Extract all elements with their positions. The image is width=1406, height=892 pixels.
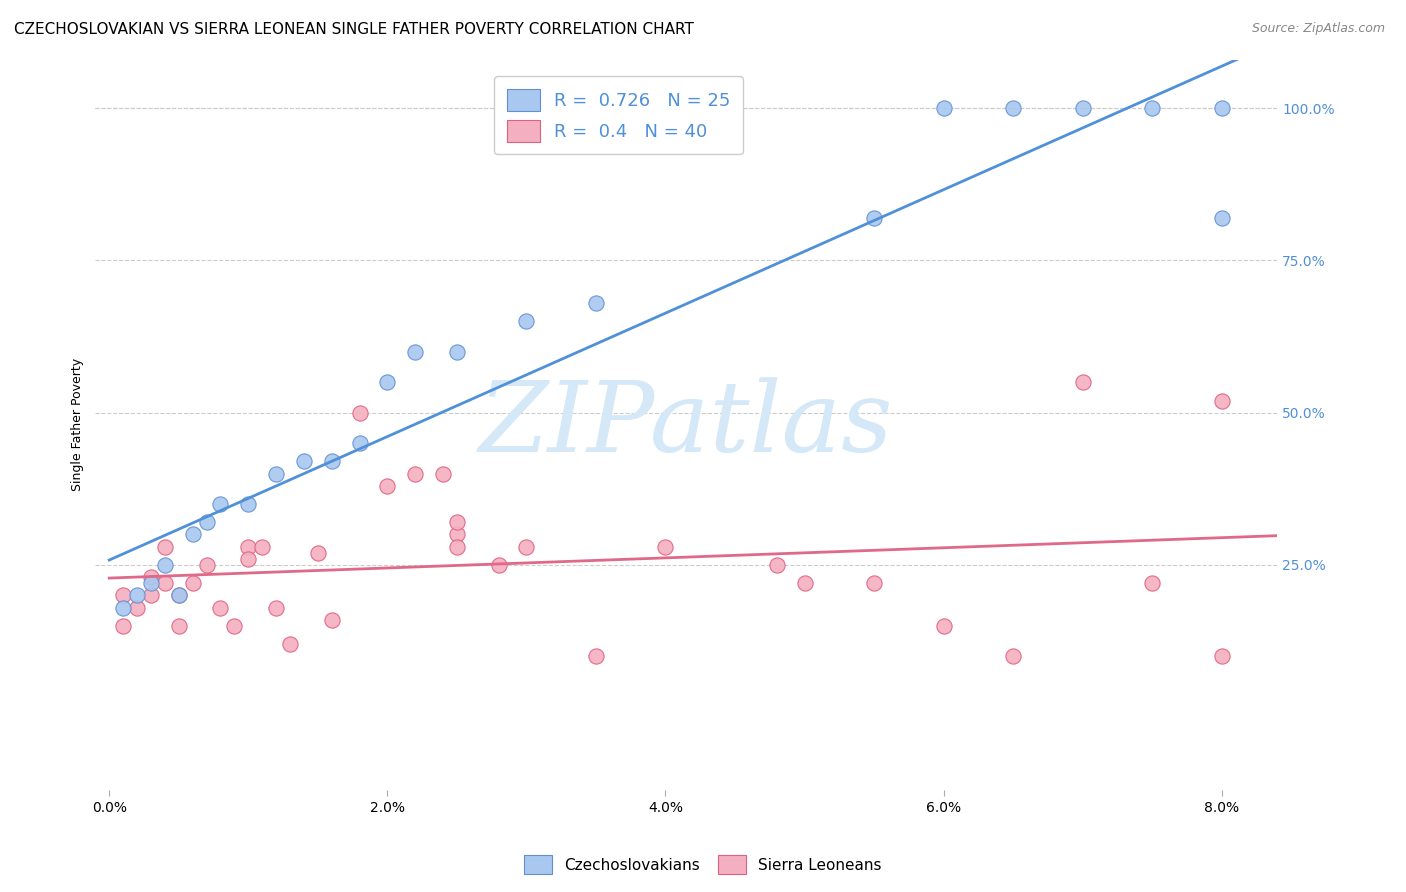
Point [224, 619, 246, 633]
Point [238, 497, 260, 511]
Point [932, 101, 955, 115]
Point [264, 467, 287, 481]
Point [765, 558, 787, 572]
Legend: R =  0.726   N = 25, R =  0.4   N = 40: R = 0.726 N = 25, R = 0.4 N = 40 [495, 76, 742, 154]
Point [515, 540, 537, 554]
Point [181, 576, 204, 591]
Point [1211, 101, 1233, 115]
Point [1002, 649, 1025, 664]
Point [1071, 376, 1094, 390]
Point [321, 613, 343, 627]
Point [446, 516, 468, 530]
Point [153, 540, 176, 554]
Point [125, 600, 148, 615]
Point [932, 619, 955, 633]
Point [167, 588, 190, 602]
Point [278, 637, 301, 651]
Point [863, 211, 886, 225]
Point [209, 497, 232, 511]
Point [112, 588, 135, 602]
Point [793, 576, 815, 591]
Point [585, 649, 607, 664]
Point [1211, 211, 1233, 225]
Point [488, 558, 510, 572]
Point [446, 540, 468, 554]
Point [349, 406, 371, 420]
Point [349, 436, 371, 450]
Y-axis label: Single Father Poverty: Single Father Poverty [72, 359, 84, 491]
Point [515, 314, 537, 328]
Point [238, 551, 260, 566]
Point [377, 376, 399, 390]
Point [1140, 576, 1163, 591]
Point [167, 619, 190, 633]
Point [404, 467, 426, 481]
Point [195, 516, 218, 530]
Point [654, 540, 676, 554]
Point [125, 588, 148, 602]
Point [112, 600, 135, 615]
Point [139, 576, 162, 591]
Point [377, 479, 399, 493]
Point [195, 558, 218, 572]
Text: ZIPatlas: ZIPatlas [479, 377, 894, 473]
Point [112, 619, 135, 633]
Point [404, 344, 426, 359]
Text: CZECHOSLOVAKIAN VS SIERRA LEONEAN SINGLE FATHER POVERTY CORRELATION CHART: CZECHOSLOVAKIAN VS SIERRA LEONEAN SINGLE… [14, 22, 695, 37]
Text: Source: ZipAtlas.com: Source: ZipAtlas.com [1251, 22, 1385, 36]
Point [292, 454, 315, 468]
Point [153, 576, 176, 591]
Point [1211, 393, 1233, 408]
Point [446, 344, 468, 359]
Point [1071, 101, 1094, 115]
Point [139, 570, 162, 584]
Point [264, 600, 287, 615]
Point [181, 527, 204, 541]
Point [139, 588, 162, 602]
Point [209, 600, 232, 615]
Point [153, 558, 176, 572]
Point [250, 540, 273, 554]
Point [307, 546, 329, 560]
Point [432, 467, 454, 481]
Point [321, 454, 343, 468]
Point [1140, 101, 1163, 115]
Point [585, 296, 607, 310]
Point [238, 540, 260, 554]
Point [1211, 649, 1233, 664]
Point [1002, 101, 1025, 115]
Point [446, 527, 468, 541]
Point [863, 576, 886, 591]
Legend: Czechoslovakians, Sierra Leoneans: Czechoslovakians, Sierra Leoneans [519, 849, 887, 880]
Point [167, 588, 190, 602]
